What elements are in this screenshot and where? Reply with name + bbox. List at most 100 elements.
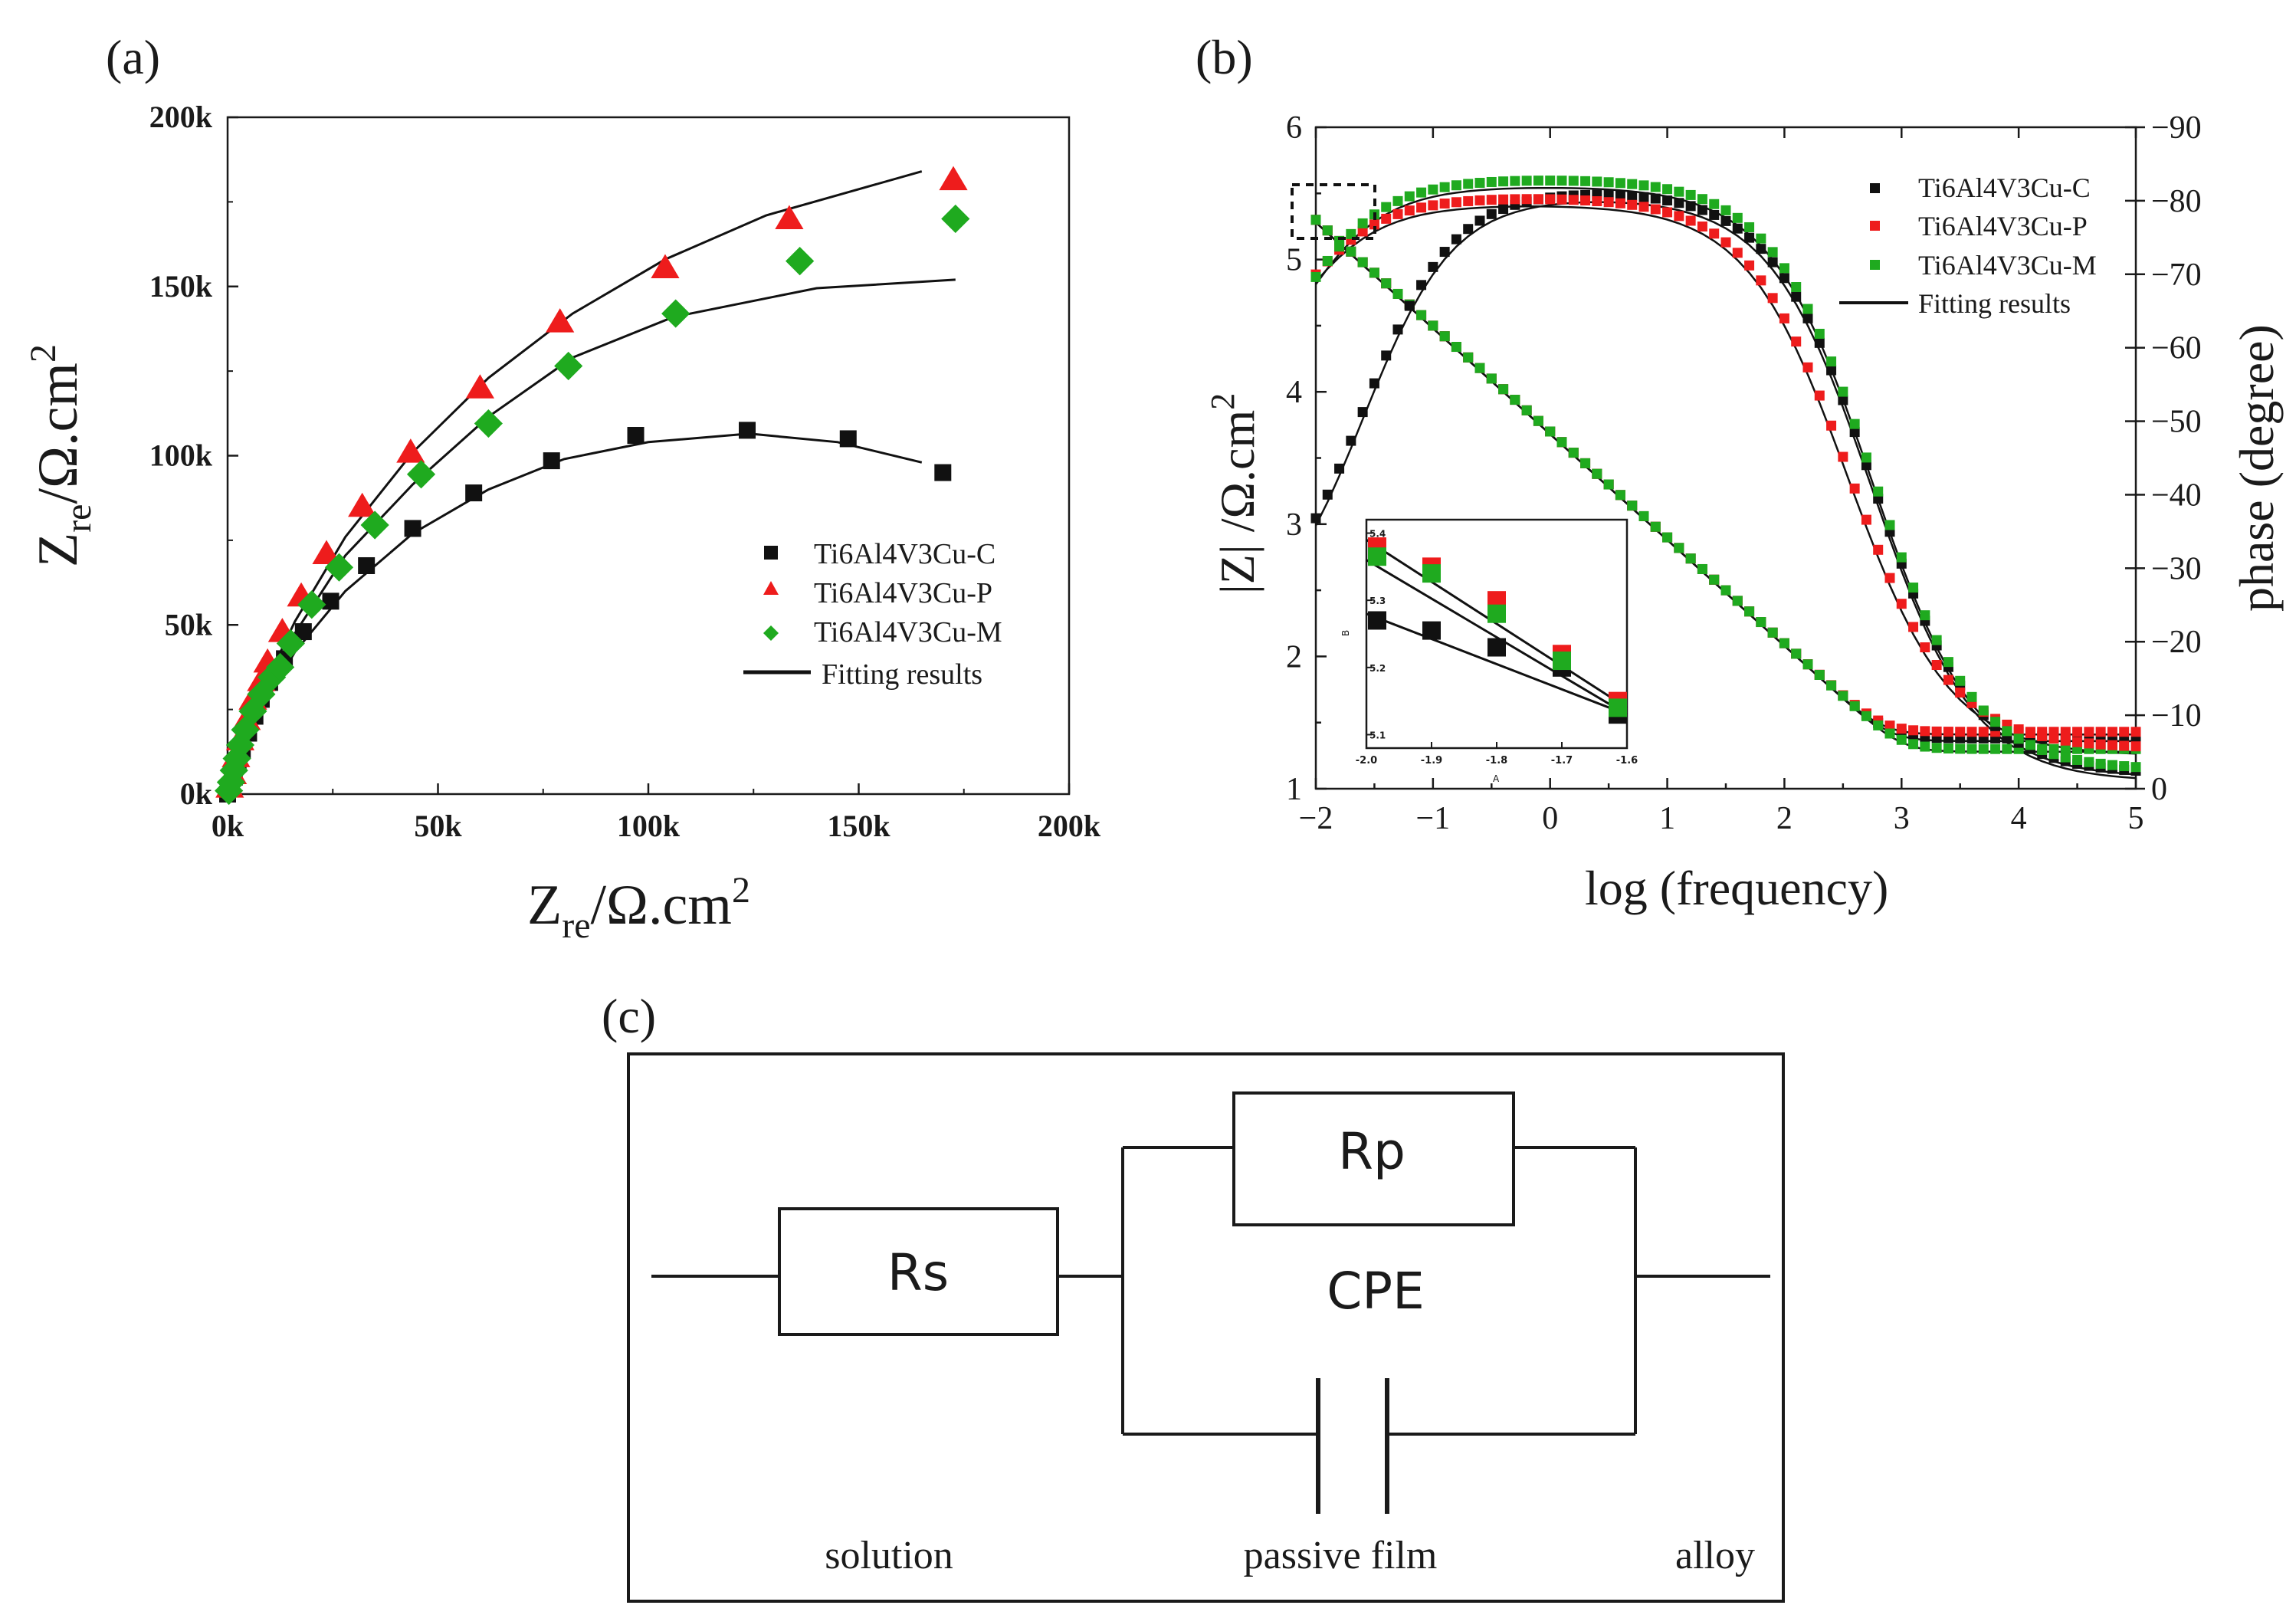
phase-point-Ti6Al4V3Cu-M [2130, 762, 2141, 773]
point-Ti6Al4V3Cu-P [939, 166, 968, 191]
phase-point-Ti6Al4V3Cu-M [1310, 271, 1321, 282]
point-Ti6Al4V3Cu-M [324, 553, 354, 582]
point-Ti6Al4V3Cu-P [348, 492, 377, 517]
impedance-point-Ti6Al4V3Cu-M [1392, 288, 1403, 299]
phase-point-Ti6Al4V3Cu-M [1697, 194, 1707, 205]
point-Ti6Al4V3Cu-P [312, 540, 341, 565]
phase-point-Ti6Al4V3Cu-P [1533, 194, 1543, 205]
phase-point-Ti6Al4V3Cu-M [1428, 184, 1438, 195]
cpe-label: CPE [1327, 1262, 1425, 1321]
plot-b-ticks: −2 −1 0 1 2 3 4 51234560−10−20−30−40−50−60−70−8… [1286, 110, 2202, 836]
phase-point-Ti6Al4V3Cu-C [1849, 427, 1860, 438]
impedance-point-Ti6Al4V3Cu-M [1849, 701, 1860, 711]
inset-point-Ti6Al4V3Cu-C [1368, 611, 1386, 630]
impedance-point-Ti6Al4V3Cu-M [1732, 596, 1743, 606]
impedance-point-Ti6Al4V3Cu-P [2130, 727, 2141, 737]
inset-x-tick-label: -2.0 [1356, 755, 1377, 766]
inset-fit-Ti6Al4V3Cu-C [1366, 612, 1628, 716]
phase-point-Ti6Al4V3Cu-P [2130, 741, 2141, 752]
phase-point-Ti6Al4V3Cu-M [1873, 486, 1884, 497]
inset-x-tick-label: -1.7 [1551, 755, 1573, 766]
plot-b-points [1310, 176, 2141, 776]
phase-point-Ti6Al4V3Cu-P [2072, 737, 2083, 747]
legend-a-label-c: Ti6Al4V3Cu-C [814, 538, 995, 570]
phase-point-Ti6Al4V3Cu-M [1955, 675, 1966, 686]
phase-point-Ti6Al4V3Cu-P [1873, 544, 1884, 555]
phase-point-Ti6Al4V3Cu-M [2037, 744, 2048, 755]
impedance-point-Ti6Al4V3Cu-M [1873, 720, 1884, 730]
inset-x-tick-label: -1.9 [1421, 755, 1442, 766]
point-Ti6Al4V3Cu-P [396, 438, 425, 463]
phase-point-Ti6Al4V3Cu-C [1709, 209, 1720, 220]
fit-line-Ti6Al4V3Cu-M [226, 278, 956, 795]
phase-point-Ti6Al4V3Cu-M [1486, 176, 1497, 187]
phase-point-Ti6Al4V3Cu-M [1814, 328, 1825, 339]
phase-point-Ti6Al4V3Cu-M [1510, 176, 1520, 186]
phase-point-Ti6Al4V3Cu-M [1744, 222, 1755, 232]
phase-point-Ti6Al4V3Cu-P [1756, 275, 1766, 286]
impedance-point-Ti6Al4V3Cu-M [1615, 490, 1625, 501]
impedance-point-Ti6Al4V3Cu-P [1896, 724, 1907, 734]
inset-point-Ti6Al4V3Cu-M [1422, 564, 1441, 583]
panel-c-circuit: (c) Rs Rp CPE solution passive film allo… [602, 989, 1785, 1603]
point-Ti6Al4V3Cu-M [266, 652, 295, 682]
phase-point-Ti6Al4V3Cu-P [1510, 194, 1520, 205]
impedance-point-Ti6Al4V3Cu-M [1568, 448, 1579, 458]
phase-point-Ti6Al4V3Cu-C [1615, 190, 1625, 201]
impedance-point-Ti6Al4V3Cu-M [1369, 268, 1379, 278]
point-Ti6Al4V3Cu-M [554, 351, 583, 381]
phase-point-Ti6Al4V3Cu-C [1439, 247, 1450, 258]
phase-point-Ti6Al4V3Cu-P [1697, 222, 1707, 232]
impedance-point-Ti6Al4V3Cu-M [1346, 246, 1356, 257]
phase-point-Ti6Al4V3Cu-M [1685, 189, 1696, 200]
phase-point-Ti6Al4V3Cu-P [1861, 514, 1871, 525]
phase-point-Ti6Al4V3Cu-P [2037, 730, 2048, 741]
point-Ti6Al4V3Cu-M [297, 590, 326, 619]
legend-a-label-p: Ti6Al4V3Cu-P [814, 577, 992, 609]
x-axis-title-a: Zre/Ω.cm2 [527, 870, 750, 946]
phase-point-Ti6Al4V3Cu-M [1826, 356, 1837, 367]
impedance-point-Ti6Al4V3Cu-M [1990, 743, 2001, 754]
phase-point-Ti6Al4V3Cu-M [1849, 419, 1860, 429]
phase-point-Ti6Al4V3Cu-C [1767, 257, 1778, 268]
legend-b-label-p: Ti6Al4V3Cu-P [1918, 211, 2088, 241]
impedance-point-Ti6Al4V3Cu-M [2002, 743, 2012, 754]
phase-point-Ti6Al4V3Cu-M [1615, 178, 1625, 189]
y-tick-label-a: 200k [149, 100, 213, 134]
y-tick-label-b-right: −40 [2151, 478, 2202, 513]
phase-point-Ti6Al4V3Cu-P [1931, 660, 1942, 671]
phase-point-Ti6Al4V3Cu-C [1498, 204, 1509, 215]
impedance-point-Ti6Al4V3Cu-M [1896, 734, 1907, 745]
legend-a-marker-p [763, 581, 779, 595]
phase-point-Ti6Al4V3Cu-P [1592, 195, 1602, 206]
phase-point-Ti6Al4V3Cu-P [2119, 740, 2130, 751]
phase-point-Ti6Al4V3Cu-C [1732, 223, 1743, 234]
phase-point-Ti6Al4V3Cu-M [2060, 752, 2071, 763]
phase-point-Ti6Al4V3Cu-P [1627, 199, 1638, 210]
y-tick-label-a: 50k [165, 607, 213, 642]
phase-point-Ti6Al4V3Cu-C [1685, 201, 1696, 212]
plot-a-points [215, 166, 970, 806]
impedance-point-Ti6Al4V3Cu-M [1627, 501, 1638, 511]
phase-point-Ti6Al4V3Cu-M [1838, 386, 1848, 397]
impedance-point-Ti6Al4V3Cu-M [1638, 510, 1649, 521]
phase-point-Ti6Al4V3Cu-M [1498, 176, 1509, 187]
inset-plot: -2.0 -1.9 -1.8 -1.7 -1.6 5.1 5.2 5.3 5.4 A B [1340, 518, 1638, 784]
phase-point-Ti6Al4V3Cu-C [1802, 313, 1813, 323]
inset-y-tick-label: 5.2 [1369, 663, 1386, 674]
inset-point-Ti6Al4V3Cu-M [1553, 652, 1571, 671]
phase-point-Ti6Al4V3Cu-M [1451, 180, 1461, 191]
panel-b-bode: (b) −2 −1 0 1 2 3 4 51234560−10−20−30−40−50−60−… [1196, 30, 2284, 915]
phase-point-Ti6Al4V3Cu-M [1463, 179, 1474, 189]
phase-point-Ti6Al4V3Cu-P [1545, 194, 1556, 205]
phase-point-Ti6Al4V3Cu-M [1568, 176, 1579, 186]
phase-point-Ti6Al4V3Cu-C [1346, 435, 1356, 446]
resistor-rs [778, 1207, 1059, 1336]
y-tick-label-b-left: 1 [1286, 772, 1302, 807]
phase-point-Ti6Al4V3Cu-P [1463, 195, 1474, 206]
phase-point-Ti6Al4V3Cu-P [1779, 313, 1789, 323]
impedance-point-Ti6Al4V3Cu-M [1416, 310, 1427, 320]
phase-point-Ti6Al4V3Cu-P [2084, 738, 2094, 749]
legend-a-label-m: Ti6Al4V3Cu-M [814, 616, 1002, 648]
phase-point-Ti6Al4V3Cu-P [1744, 260, 1755, 271]
